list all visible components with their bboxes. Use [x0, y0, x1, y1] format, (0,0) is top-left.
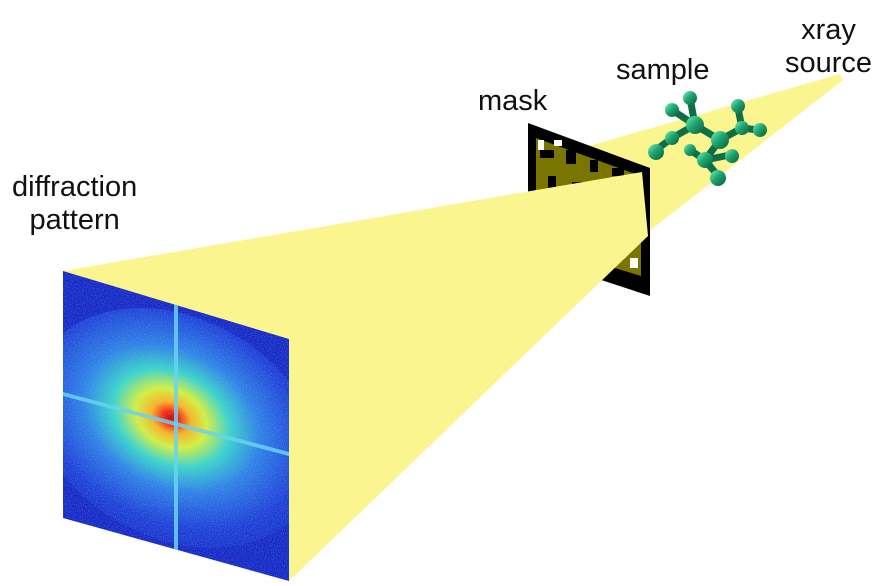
xray-source-label: xray source [785, 14, 872, 80]
diffraction-pattern-label: diffraction pattern [12, 171, 137, 237]
sample-label: sample [616, 54, 710, 86]
xray-beam-wide [63, 172, 648, 581]
xray-label-line2: source [785, 47, 873, 79]
diffraction-label-line1: diffraction [12, 171, 138, 203]
diffraction-label-line2: pattern [29, 204, 120, 236]
xray-label-line1: xray [801, 14, 856, 46]
mask-label: mask [478, 85, 548, 117]
molecule-icon [648, 91, 767, 186]
